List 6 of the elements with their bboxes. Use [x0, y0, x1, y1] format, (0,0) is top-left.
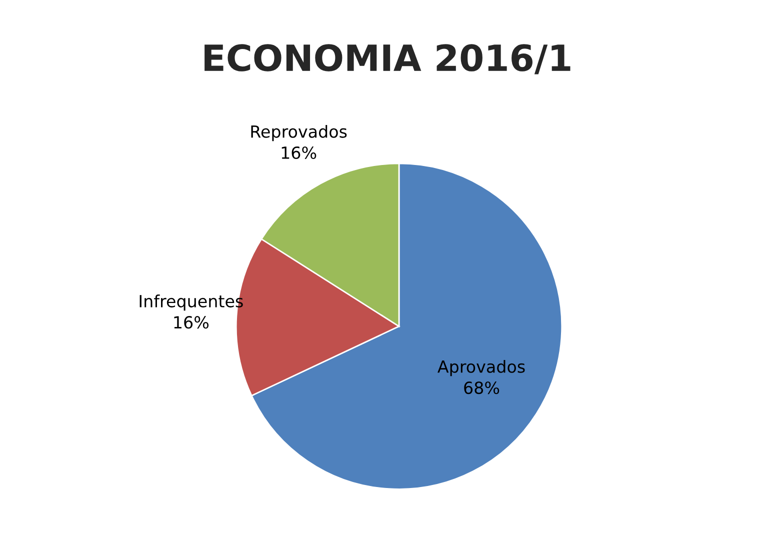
chart-title: ECONOMIA 2016/1 [204, 44, 570, 74]
data-label: 68% [464, 381, 500, 394]
slice-label: Aprovados [438, 360, 525, 376]
data-label: 16% [174, 316, 209, 329]
data-label: 16% [282, 146, 316, 160]
slice-label: Reprovados [251, 124, 347, 142]
